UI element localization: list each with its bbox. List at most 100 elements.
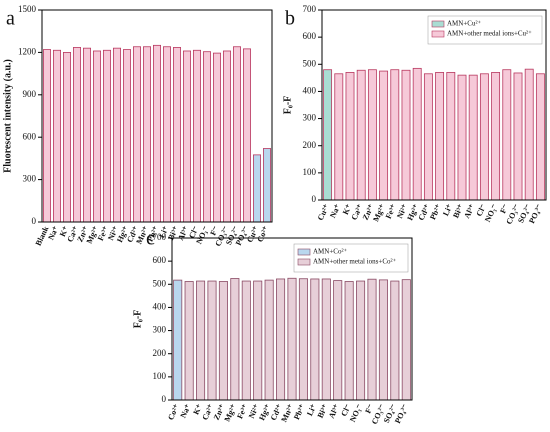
- y-tick-label: 100: [153, 371, 167, 381]
- y-tick-label: 0: [312, 194, 317, 204]
- bar: [132, 46, 141, 223]
- bar: [202, 51, 211, 223]
- x-tick-label: Na⁺: [328, 203, 342, 219]
- bar: [356, 69, 366, 201]
- y-tick-label: 300: [23, 174, 37, 184]
- bar: [333, 280, 343, 401]
- x-tick-label: F⁻: [208, 225, 220, 237]
- y-tick-label: 700: [153, 232, 167, 242]
- legend-label: AMN+other medal ions+Cu²⁺: [447, 30, 532, 38]
- bar: [230, 278, 240, 401]
- x-tick-label: F⁻: [363, 403, 375, 415]
- bar: [310, 278, 320, 401]
- y-tick-label: 600: [23, 131, 37, 141]
- bar: [207, 280, 217, 401]
- bar: [196, 280, 206, 401]
- x-tick-label: Fe³⁺: [384, 203, 399, 220]
- y-axis-label: F₀-F: [132, 310, 143, 329]
- y-tick-label: 700: [303, 4, 317, 14]
- bar: [103, 49, 112, 223]
- bar: [401, 69, 411, 201]
- legend-swatch: [431, 20, 445, 28]
- bar: [524, 68, 534, 201]
- bar: [423, 73, 433, 201]
- y-tick-label: 400: [153, 301, 167, 311]
- bar: [218, 281, 228, 401]
- plot-frame: [171, 237, 413, 401]
- bar: [162, 46, 171, 223]
- x-tick-label: Na⁺: [179, 403, 193, 419]
- bar: [43, 49, 52, 223]
- panel-label: b: [285, 8, 295, 30]
- bar: [344, 281, 354, 401]
- x-tick-label: Fe³⁺: [235, 403, 250, 420]
- bar: [123, 49, 132, 223]
- y-tick-label: 600: [303, 31, 317, 41]
- bar: [182, 50, 191, 223]
- x-tick-label: Pb²⁺: [292, 403, 307, 421]
- legend-label: AMN+Cu²⁺: [447, 20, 482, 28]
- y-tick-label: 500: [153, 278, 167, 288]
- y-tick-label: 200: [303, 140, 317, 150]
- legend-swatch: [297, 248, 311, 256]
- x-tick-label: Al³⁺: [462, 203, 476, 220]
- bar: [298, 278, 308, 401]
- x-tick-label: K⁺: [341, 203, 354, 216]
- bar: [192, 49, 201, 223]
- y-tick-label: 500: [303, 58, 317, 68]
- bar: [390, 280, 400, 401]
- bar: [142, 46, 151, 223]
- bar: [212, 52, 221, 223]
- legend-label: AMN+other metal ions+Co²⁺: [313, 258, 397, 266]
- bar: [63, 52, 72, 223]
- bar: [73, 47, 82, 223]
- bar: [334, 73, 344, 201]
- y-tick-label: 300: [303, 113, 317, 123]
- legend-box: [427, 15, 543, 45]
- y-axis-label: Fluorescent intensity (a.u.): [2, 59, 13, 173]
- y-tick-label: 200: [153, 348, 167, 358]
- legend-swatch: [431, 30, 445, 38]
- bar: [412, 67, 422, 201]
- bar: [264, 279, 274, 401]
- bar: [222, 50, 231, 223]
- y-tick-label: 100: [303, 167, 317, 177]
- legend-label: AMN+Co²⁺: [313, 248, 348, 256]
- y-tick-label: 1200: [18, 46, 37, 56]
- bar: [287, 277, 297, 401]
- y-tick-label: 400: [303, 85, 317, 95]
- bar: [184, 281, 194, 401]
- legend-box: [293, 243, 409, 273]
- bar: [479, 73, 489, 201]
- x-tick-label: K⁺: [58, 225, 71, 238]
- bar: [345, 72, 355, 201]
- panel-label: a: [6, 8, 15, 30]
- bar: [457, 74, 467, 201]
- bar: [446, 72, 456, 201]
- legend-swatch: [297, 258, 311, 266]
- bar: [535, 73, 545, 201]
- bar: [323, 69, 333, 201]
- bar: [435, 72, 445, 201]
- bar: [513, 72, 523, 201]
- panel-label: c: [146, 228, 155, 250]
- y-tick-label: 900: [23, 89, 37, 99]
- bar: [241, 280, 251, 401]
- bar: [152, 44, 161, 223]
- bar: [172, 47, 181, 223]
- x-tick-label: Al³⁺: [327, 403, 341, 420]
- bar: [401, 279, 411, 401]
- y-tick-label: 1500: [18, 4, 37, 14]
- bar: [390, 69, 400, 201]
- bar: [83, 47, 92, 223]
- bar: [321, 278, 331, 401]
- bar: [173, 279, 183, 401]
- bar: [378, 279, 388, 401]
- y-axis-label: F₀-F: [282, 96, 293, 115]
- bar: [242, 48, 251, 223]
- y-tick-label: 300: [153, 325, 167, 335]
- x-tick-label: Co²⁺: [166, 403, 181, 422]
- bar: [502, 69, 512, 201]
- plot-frame: [321, 9, 547, 201]
